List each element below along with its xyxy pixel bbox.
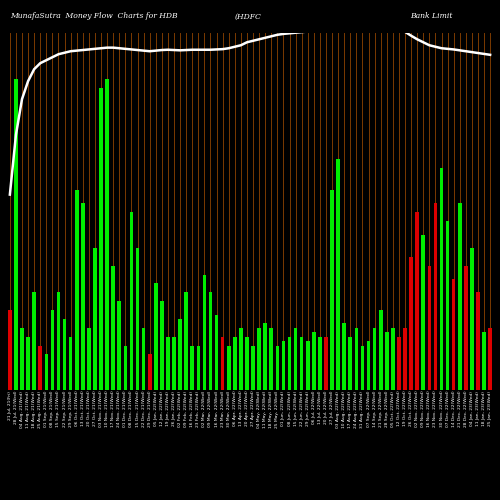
Bar — [142, 328, 146, 390]
Text: (HDFC: (HDFC — [235, 12, 262, 20]
Bar — [294, 328, 298, 390]
Text: MunafaSutra  Money Flow  Charts for HDB: MunafaSutra Money Flow Charts for HDB — [10, 12, 177, 20]
Bar — [476, 292, 480, 390]
Bar — [69, 336, 72, 390]
Bar — [32, 292, 36, 390]
Bar — [178, 319, 182, 390]
Bar — [385, 332, 388, 390]
Bar — [106, 79, 109, 390]
Bar — [20, 328, 24, 390]
Bar — [44, 354, 48, 390]
Bar — [452, 279, 456, 390]
Bar — [288, 336, 292, 390]
Bar — [63, 319, 66, 390]
Bar — [202, 274, 206, 390]
Bar — [482, 332, 486, 390]
Bar — [379, 310, 382, 390]
Bar — [184, 292, 188, 390]
Bar — [464, 266, 468, 390]
Bar — [428, 266, 431, 390]
Bar — [93, 248, 97, 390]
Bar — [214, 314, 218, 390]
Bar — [38, 346, 42, 390]
Bar — [221, 336, 224, 390]
Bar — [306, 341, 310, 390]
Bar — [330, 190, 334, 390]
Bar — [245, 336, 249, 390]
Bar — [160, 301, 164, 390]
Bar — [366, 341, 370, 390]
Bar — [75, 190, 78, 390]
Bar — [112, 266, 115, 390]
Bar — [166, 336, 170, 390]
Bar — [440, 168, 444, 390]
Text: Bank Limit: Bank Limit — [410, 12, 453, 20]
Bar — [81, 204, 84, 390]
Bar — [422, 234, 425, 390]
Bar — [348, 336, 352, 390]
Bar — [391, 328, 394, 390]
Bar — [118, 301, 121, 390]
Bar — [136, 248, 140, 390]
Bar — [8, 310, 12, 390]
Bar — [87, 328, 90, 390]
Bar — [416, 212, 419, 390]
Bar — [190, 346, 194, 390]
Bar — [282, 341, 286, 390]
Bar — [124, 346, 127, 390]
Bar — [354, 328, 358, 390]
Bar — [50, 310, 54, 390]
Bar — [318, 336, 322, 390]
Bar — [397, 336, 401, 390]
Bar — [488, 328, 492, 390]
Bar — [196, 346, 200, 390]
Bar — [403, 328, 407, 390]
Bar — [99, 88, 103, 390]
Bar — [251, 346, 255, 390]
Bar — [264, 324, 267, 390]
Bar — [258, 328, 261, 390]
Bar — [26, 336, 30, 390]
Bar — [458, 204, 462, 390]
Bar — [154, 284, 158, 390]
Bar — [148, 354, 152, 390]
Bar — [324, 336, 328, 390]
Bar — [227, 346, 230, 390]
Bar — [470, 248, 474, 390]
Bar — [270, 328, 273, 390]
Bar — [14, 79, 18, 390]
Bar — [342, 324, 346, 390]
Bar — [56, 292, 60, 390]
Bar — [130, 212, 134, 390]
Bar — [172, 336, 176, 390]
Bar — [434, 204, 437, 390]
Bar — [446, 221, 450, 390]
Bar — [233, 336, 236, 390]
Bar — [300, 336, 304, 390]
Bar — [373, 328, 376, 390]
Bar — [208, 292, 212, 390]
Bar — [276, 346, 279, 390]
Bar — [360, 346, 364, 390]
Bar — [410, 257, 413, 390]
Bar — [336, 159, 340, 390]
Bar — [239, 328, 242, 390]
Bar — [312, 332, 316, 390]
